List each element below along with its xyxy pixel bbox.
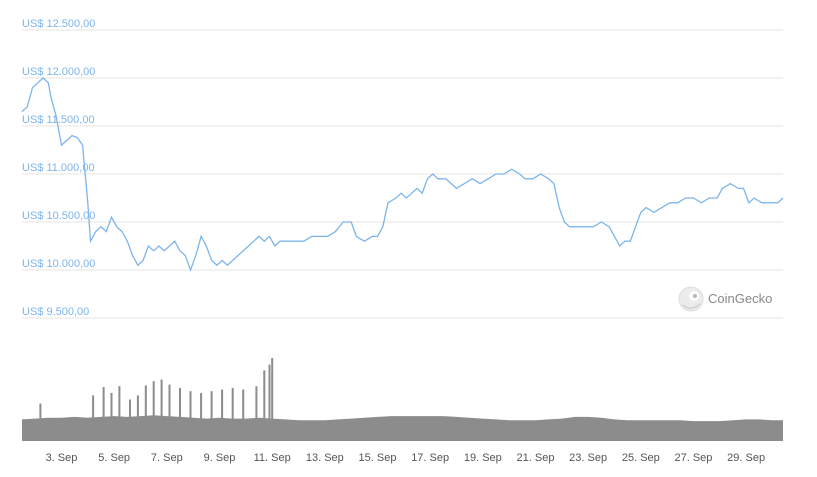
x-tick-label: 29. Sep xyxy=(727,452,765,464)
x-tick-label: 23. Sep xyxy=(569,452,607,464)
coingecko-watermark[interactable]: CoinGecko xyxy=(678,286,772,312)
y-tick-label: US$ 10.000,00 xyxy=(22,258,95,270)
x-tick-label: 21. Sep xyxy=(517,452,555,464)
x-tick-label: 27. Sep xyxy=(675,452,713,464)
price-series xyxy=(21,77,784,272)
x-tick-label: 9. Sep xyxy=(204,452,236,464)
volume-bar xyxy=(136,395,139,441)
y-tick-label: US$ 10.500,00 xyxy=(22,210,95,222)
y-tick-label: US$ 11.500,00 xyxy=(22,114,95,126)
volume-bar xyxy=(110,392,113,441)
x-tick-label: 5. Sep xyxy=(98,452,130,464)
volume-bar xyxy=(271,358,274,441)
x-axis-labels: 3. Sep 5. Sep 7. Sep 9. Sep 11. Sep 13. Sep 15… xyxy=(46,452,766,464)
volume-bar xyxy=(129,399,131,441)
y-tick-label: US$ 12.500,00 xyxy=(22,18,95,30)
x-tick-label: 19. Sep xyxy=(464,452,502,464)
volume-bar xyxy=(92,395,95,441)
y-gridlines xyxy=(22,29,783,319)
y-axis-labels: US$ 9.500,00 US$ 10.000,00 US$ 10.500,00 US… xyxy=(22,18,95,318)
volume-bar xyxy=(160,379,163,441)
volume-bar xyxy=(189,391,192,441)
y-tick-label: US$ 11.000,00 xyxy=(22,162,95,174)
volume-bar xyxy=(118,386,121,441)
x-tick-label: 13. Sep xyxy=(306,452,344,464)
volume-bar xyxy=(231,387,234,441)
volume-bar xyxy=(210,391,213,441)
volume-bar xyxy=(39,403,42,441)
price-line xyxy=(21,77,784,272)
volume-bar xyxy=(179,387,181,441)
volume-bar xyxy=(144,385,147,441)
y-tick-label: US$ 12.000,00 xyxy=(22,66,95,78)
volume-bar xyxy=(242,389,245,441)
volume-bar xyxy=(255,386,258,441)
volume-bar xyxy=(263,370,266,441)
x-tick-label: 3. Sep xyxy=(46,452,78,464)
x-tick-label: 7. Sep xyxy=(151,452,183,464)
x-tick-label: 17. Sep xyxy=(411,452,449,464)
volume-area xyxy=(22,415,783,441)
volume-bar xyxy=(168,384,171,441)
volume-bar xyxy=(268,364,271,441)
watermark-label: CoinGecko xyxy=(708,291,772,306)
volume-bar xyxy=(152,381,155,441)
volume-bars xyxy=(22,358,783,441)
y-tick-label: US$ 9.500,00 xyxy=(22,306,89,318)
volume-bar xyxy=(221,389,224,441)
gecko-logo-icon xyxy=(678,286,704,312)
volume-bar xyxy=(200,392,203,441)
x-tick-label: 25. Sep xyxy=(622,452,660,464)
volume-bar xyxy=(102,387,105,441)
x-tick-label: 11. Sep xyxy=(254,452,291,464)
x-tick-label: 15. Sep xyxy=(359,452,397,464)
